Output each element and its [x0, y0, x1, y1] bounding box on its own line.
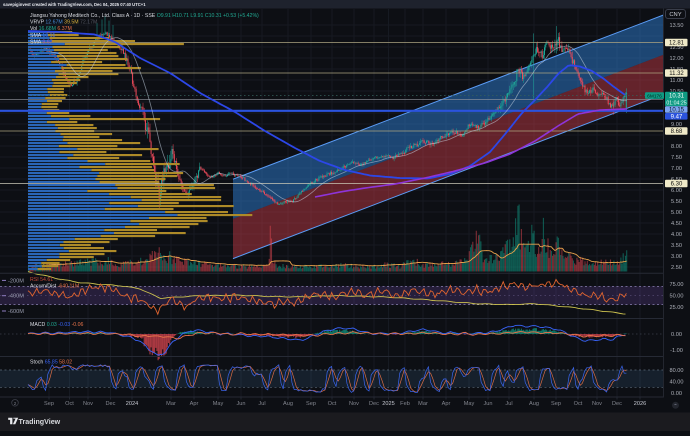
- svg-text:-200M: -200M: [8, 278, 24, 284]
- svg-text:75.00: 75.00: [670, 282, 684, 288]
- svg-text:May: May: [213, 401, 224, 407]
- svg-text:Aug: Aug: [529, 401, 539, 407]
- svg-text:Dec: Dec: [612, 401, 622, 407]
- svg-text:10.31: 10.31: [669, 94, 685, 100]
- svg-text:Apr: Apr: [190, 401, 199, 407]
- svg-text:RSI 54.61 ◌ ◌: RSI 54.61 ◌ ◌: [30, 277, 62, 283]
- svg-text:Stoch 65.85 58.02: Stoch 65.85 58.02: [30, 360, 72, 366]
- svg-text:2024: 2024: [126, 401, 138, 407]
- svg-text:Mar: Mar: [166, 401, 176, 407]
- svg-text:CNY: CNY: [669, 12, 681, 18]
- svg-text:savepiginvest created with Tra: savepiginvest created with TradingView.c…: [3, 2, 146, 7]
- svg-text:5.50: 5.50: [671, 199, 682, 205]
- svg-text:Dec: Dec: [106, 401, 116, 407]
- svg-text:Jul: Jul: [258, 401, 265, 407]
- svg-text:Oct: Oct: [574, 401, 583, 407]
- svg-text:6.00: 6.00: [671, 188, 682, 194]
- svg-text:0.00: 0.00: [671, 391, 682, 397]
- svg-text:SMA 10.15: SMA 10.15: [30, 33, 56, 39]
- svg-text:Nov: Nov: [349, 401, 359, 407]
- svg-text:2026: 2026: [634, 401, 646, 407]
- svg-text:TradingView: TradingView: [19, 418, 61, 426]
- svg-text:SMA 9.67: SMA 9.67: [30, 39, 53, 45]
- svg-text:10.15: 10.15: [669, 108, 685, 114]
- svg-text:Jun: Jun: [483, 401, 492, 407]
- svg-text:6M176: 6M176: [647, 93, 662, 99]
- svg-text:Feb: Feb: [400, 401, 410, 407]
- svg-text:9.47: 9.47: [671, 114, 683, 120]
- svg-text:-400M: -400M: [8, 294, 24, 300]
- svg-text:3.50: 3.50: [671, 243, 682, 249]
- svg-text:May: May: [464, 401, 475, 407]
- svg-text:Jul: Jul: [505, 401, 512, 407]
- svg-text:Dec: Dec: [369, 401, 379, 407]
- svg-text:Oct: Oct: [65, 401, 74, 407]
- svg-text:Aug: Aug: [283, 401, 293, 407]
- svg-text:40.00: 40.00: [670, 380, 684, 386]
- svg-text:3.00: 3.00: [671, 254, 682, 260]
- svg-text:Sep: Sep: [306, 401, 316, 407]
- svg-text:Sep: Sep: [44, 401, 54, 407]
- svg-text:80.00: 80.00: [670, 368, 684, 374]
- svg-text:7.00: 7.00: [671, 166, 682, 172]
- svg-text:Jiangsu Yahong Meditech Co., L: Jiangsu Yahong Meditech Co., Ltd. Class …: [30, 13, 259, 19]
- svg-text:6.30: 6.30: [671, 182, 683, 188]
- svg-text:VRVP 12.67M 39.5M 72.17M: VRVP 12.67M 39.5M 72.17M: [30, 20, 97, 26]
- svg-text:Oct: Oct: [328, 401, 337, 407]
- svg-text:8.68: 8.68: [671, 129, 683, 135]
- svg-text:13.50: 13.50: [670, 23, 684, 29]
- svg-text:Sep: Sep: [551, 401, 561, 407]
- svg-text:-600M: -600M: [8, 309, 24, 315]
- svg-text:Mar: Mar: [418, 401, 428, 407]
- svg-text:7.50: 7.50: [671, 155, 682, 161]
- svg-text:50.00: 50.00: [670, 294, 684, 300]
- svg-text:Apr: Apr: [442, 401, 451, 407]
- svg-text:25.00: 25.00: [670, 305, 684, 311]
- svg-text:Accum/Dist -640.11M: Accum/Dist -640.11M: [30, 283, 79, 289]
- svg-text:4.00: 4.00: [671, 232, 682, 238]
- svg-text:2.50: 2.50: [671, 265, 682, 271]
- svg-text:2025: 2025: [382, 401, 394, 407]
- svg-text:Vol 16.68M 6.37M: Vol 16.68M 6.37M: [30, 26, 72, 32]
- svg-text:MACD 0.03 -0.03 -0.06: MACD 0.03 -0.03 -0.06: [30, 322, 84, 328]
- svg-text:11.32: 11.32: [669, 71, 684, 77]
- svg-text:Nov: Nov: [83, 401, 93, 407]
- svg-text:⌃: ⌃: [673, 404, 677, 410]
- svg-text:8.00: 8.00: [671, 144, 682, 150]
- svg-text:Nov: Nov: [592, 401, 602, 407]
- svg-text:12.81: 12.81: [669, 41, 685, 47]
- svg-text:11.00: 11.00: [670, 78, 684, 84]
- svg-text:2: 2: [14, 401, 17, 406]
- svg-text:01:04:25: 01:04:25: [666, 100, 686, 106]
- svg-text:Jun: Jun: [236, 401, 245, 407]
- svg-text:-1.00: -1.00: [670, 348, 683, 354]
- svg-text:12.00: 12.00: [670, 56, 684, 62]
- svg-text:5.00: 5.00: [671, 210, 682, 216]
- svg-text:4.50: 4.50: [671, 221, 682, 227]
- svg-text:0.00: 0.00: [671, 332, 682, 338]
